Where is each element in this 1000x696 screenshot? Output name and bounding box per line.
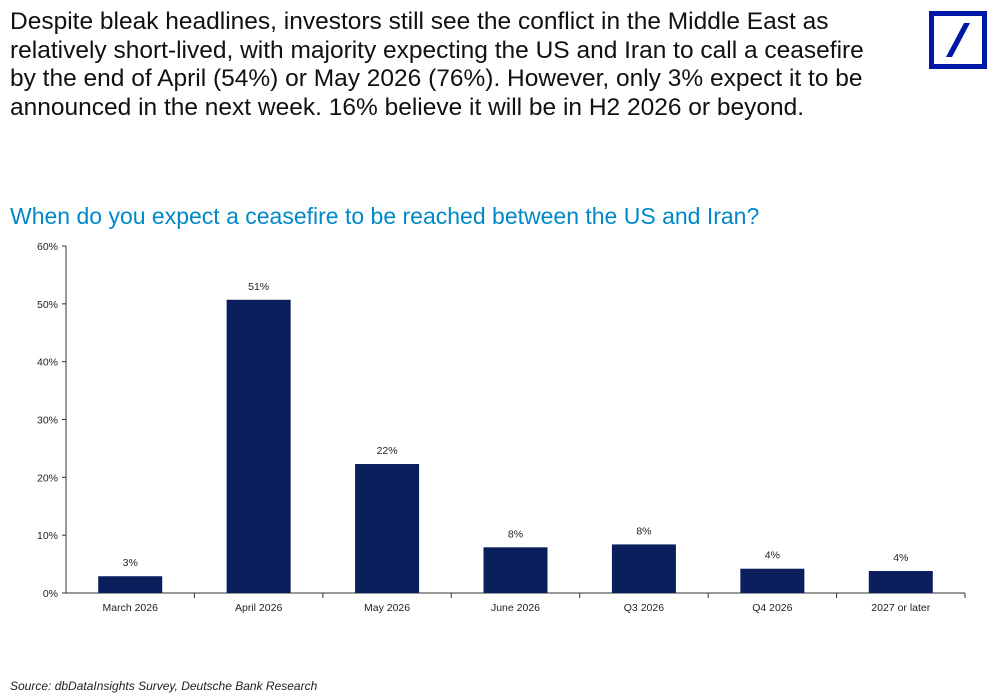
y-tick-label: 50%	[37, 299, 58, 311]
x-tick-label: Q3 2026	[624, 602, 664, 614]
chart-title: When do you expect a ceasefire to be rea…	[10, 203, 760, 229]
bar-data-label: 22%	[377, 445, 398, 457]
headline-text: Despite bleak headlines, investors still…	[10, 8, 864, 121]
bar-chart: 0% 10% 20% 30% 40% 50% 60% 3% March 2026 51% April…	[0, 230, 1000, 630]
x-tick-label: June 2026	[491, 602, 540, 614]
bar-data-label: 4%	[765, 550, 780, 562]
bar	[98, 576, 163, 593]
y-tick-label: 10%	[37, 530, 58, 542]
y-tick-label: 30%	[37, 415, 58, 427]
x-tick-label: May 2026	[364, 602, 410, 614]
bar-data-label: 4%	[893, 552, 908, 564]
deutsche-bank-logo-icon	[929, 11, 987, 69]
logo-slash-icon	[946, 23, 970, 57]
chart-canvas: 0% 10% 20% 30% 40% 50% 60% 3% March 2026 51% April…	[37, 241, 966, 614]
bar	[355, 464, 420, 593]
bar	[868, 571, 933, 593]
bar-data-label: 8%	[508, 528, 523, 540]
bar-data-label: 8%	[636, 525, 651, 537]
y-tick-label: 0%	[43, 588, 58, 600]
bar	[740, 568, 805, 593]
y-tick-label: 40%	[37, 357, 58, 369]
source-note: Source: dbDataInsights Survey, Deutsche …	[10, 679, 318, 693]
x-tick-label: March 2026	[102, 602, 158, 614]
y-tick-label: 60%	[37, 241, 58, 253]
bar-data-label: 51%	[248, 281, 269, 293]
x-tick-label: Q4 2026	[752, 602, 792, 614]
x-tick-label: 2027 or later	[871, 602, 930, 614]
bar	[226, 299, 291, 593]
bar	[483, 547, 548, 593]
y-tick-label: 20%	[37, 472, 58, 484]
bar-data-label: 3%	[123, 557, 138, 569]
bar	[611, 544, 676, 593]
x-tick-label: April 2026	[235, 602, 282, 614]
